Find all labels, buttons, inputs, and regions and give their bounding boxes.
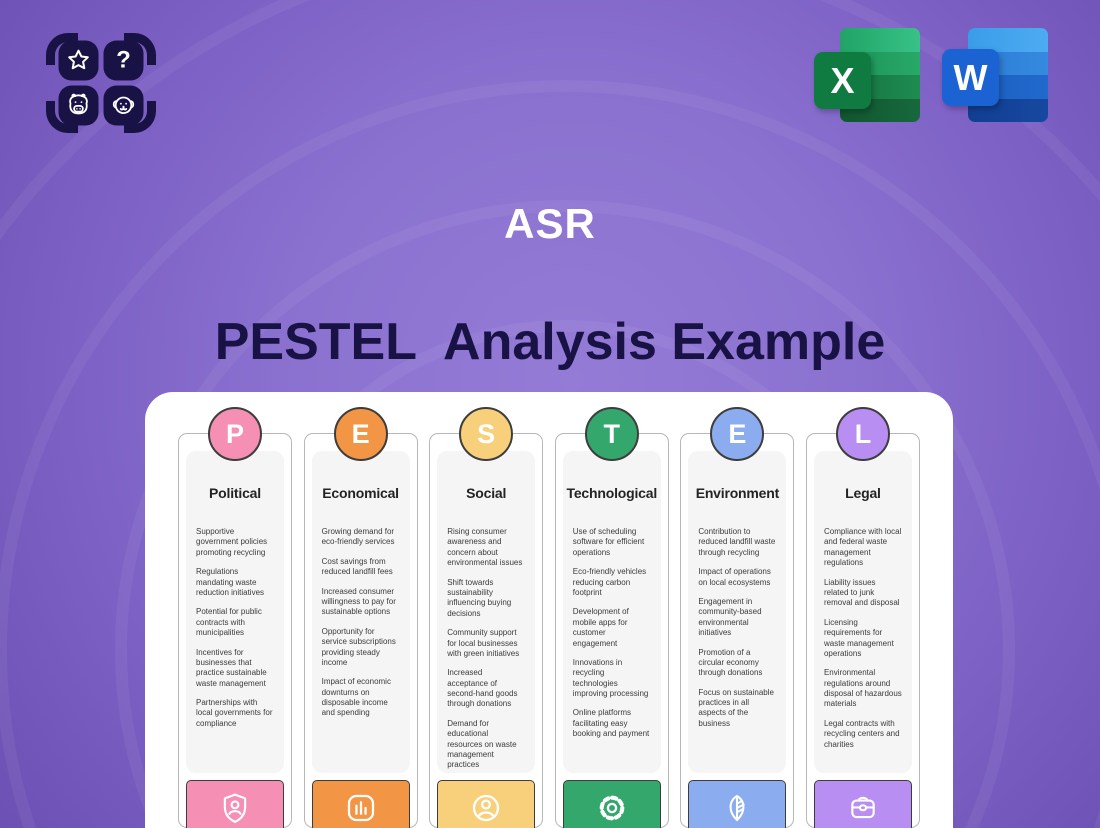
excel-letter: X [814,52,871,109]
bar-chart-icon [311,780,410,828]
excel-icon[interactable]: X [814,28,920,122]
column-letter: S [477,418,496,449]
column-items: Use of scheduling software for efficient… [563,527,661,740]
column-panel: Economical Growing demand for eco-friend… [311,451,410,773]
analysis-item: Impact of operations on local ecosystems [698,567,771,587]
analysis-item: Use of scheduling software for efficient… [572,527,645,557]
leaf-icon [688,780,787,828]
logo-corner-bracket [46,33,78,65]
shield-user-icon [186,780,284,828]
office-icons: X W [814,28,1048,122]
analysis-item: Cost savings from reduced landfill fees [321,556,393,577]
logo-corner-bracket [124,33,156,65]
column-title: Political [209,485,261,501]
analysis-item: Increased acceptance of second-hand good… [447,668,518,709]
analysis-item: Online platforms facilitating easy booki… [572,708,650,739]
analysis-item: Promotion of a circular economy through … [698,647,763,678]
app-title: ASR [504,200,596,247]
analysis-item: Partnerships with local governments for … [196,698,273,728]
analysis-item: Contribution to reduced landfill waste t… [698,527,776,557]
column-items: Supportive government policies promoting… [186,527,284,729]
app-logo[interactable]: ? [46,33,156,133]
pestel-column-political: P Political Supportive government polici… [178,407,292,828]
column-title: Legal [845,485,881,501]
analysis-item: Legal contracts with recycling centers a… [823,718,900,749]
column-title: Social [466,485,507,501]
letter-badge: E [333,407,388,461]
briefcase-icon [813,780,912,828]
analysis-item: Shift towards sustainability influencing… [447,577,512,618]
analysis-item: Potential for public contracts with muni… [196,607,262,638]
analysis-item: Environmental regulations around disposa… [823,668,902,709]
column-panel: Technological Use of scheduling software… [562,451,661,773]
analysis-item: Supportive government policies promoting… [196,527,268,557]
pestel-card: P Political Supportive government polici… [145,392,953,828]
column-items: Rising consumer awareness and concern ab… [437,527,535,771]
logo-corner-bracket [46,101,78,133]
analysis-item: Community support for local businesses w… [447,628,520,658]
analysis-item: Impact of economic downturns on disposab… [321,677,391,718]
logo-grid: ? [58,40,144,126]
letter-badge: E [710,407,765,461]
analysis-item: Licensing requirements for waste managem… [823,617,894,658]
column-items: Compliance with local and federal waste … [814,527,912,750]
gear-icon [562,780,661,828]
column-letter: E [728,418,747,449]
column-panel: Environment Contribution to reduced land… [688,451,787,773]
star-icon [58,40,99,81]
letter-badge: T [584,407,639,461]
column-panel: Political Supportive government policies… [186,451,284,773]
question-glyph: ? [116,46,131,74]
column-title: Economical [322,485,399,501]
analysis-item: Compliance with local and federal waste … [823,527,902,568]
column-title: Environment [695,485,780,501]
analysis-item: Growing demand for eco-friendly services [321,527,395,547]
analysis-item: Liability issues related to junk removal… [823,577,900,608]
column-panel: Legal Compliance with local and federal … [813,451,912,773]
user-circle-icon [437,780,536,828]
analysis-item: Rising consumer awareness and concern ab… [447,527,523,568]
analysis-item: Incentives for businesses that practice … [196,647,267,688]
letter-badge: S [459,407,514,461]
analysis-item: Focus on sustainable practices in all as… [698,687,774,728]
analysis-item: Engagement in community-based environmen… [698,596,762,638]
column-items: Contribution to reduced landfill waste t… [688,527,786,729]
letter-badge: L [835,407,890,461]
dog-icon [103,85,144,126]
word-icon[interactable]: W [942,28,1048,122]
word-letter: W [942,49,999,106]
pestel-column-technological: T Technological Use of scheduling softwa… [554,407,669,828]
analysis-item: Increased consumer willingness to pay fo… [321,586,396,617]
analysis-item: Development of mobile apps for customer … [572,607,629,648]
column-letter: P [225,418,244,449]
pestel-column-social: S Social Rising consumer awareness and c… [429,407,544,828]
column-letter: T [603,418,621,449]
analysis-item: Eco-friendly vehicles reducing carbon fo… [572,567,647,597]
page-title: PESTEL Analysis Example [214,313,886,371]
pestel-column-economical: E Economical Growing demand for eco-frie… [303,407,418,828]
analysis-item: Regulations mandating waste reduction in… [196,567,265,597]
analysis-item: Opportunity for service subscriptions pr… [321,626,396,667]
column-panel: Social Rising consumer awareness and con… [437,451,536,773]
logo-corner-bracket [124,101,156,133]
column-items: Growing demand for eco-friendly services… [312,527,410,719]
analysis-item: Innovations in recycling technologies im… [572,657,649,699]
cow-icon [58,85,99,126]
analysis-item: Demand for educational resources on wast… [447,718,517,770]
column-letter: L [854,418,872,449]
pestel-column-legal: L Legal Compliance with local and federa… [805,407,920,828]
letter-badge: P [208,407,262,461]
question-icon: ? [103,40,144,81]
column-letter: E [351,418,370,449]
pestel-column-environment: E Environment Contribution to reduced la… [680,407,795,828]
column-title: Technological [566,485,658,501]
